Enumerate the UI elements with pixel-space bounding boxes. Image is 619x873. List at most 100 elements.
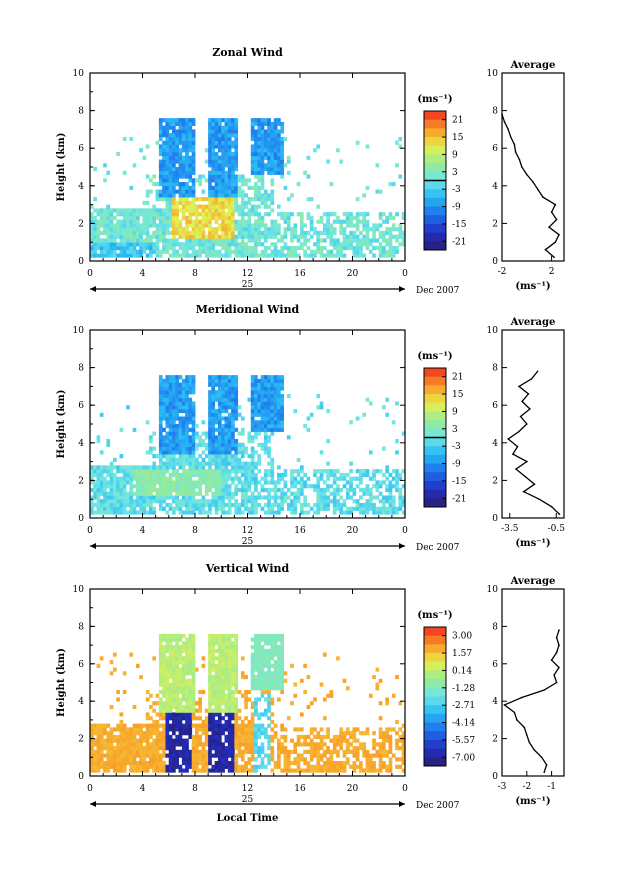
heatmap-cell <box>109 495 114 500</box>
heatmap-cell <box>191 480 196 485</box>
heatmap-cell <box>234 697 239 702</box>
heatmap-cell <box>303 495 307 500</box>
heatmap-cell <box>214 212 219 217</box>
heatmap-cell <box>362 510 367 515</box>
heatmap-cell <box>332 510 337 515</box>
heatmap-cell <box>181 386 186 391</box>
heatmap-cell <box>391 510 396 515</box>
heatmap-cell <box>165 491 170 496</box>
heatmap-cell <box>211 480 216 485</box>
heatmap-cell <box>188 633 193 639</box>
heatmap-cell <box>382 446 386 451</box>
heatmap-cell <box>277 129 281 134</box>
heatmap-cell <box>139 506 143 511</box>
heatmap-cell <box>280 140 284 145</box>
heatmap-cell <box>217 487 222 493</box>
heatmap-cell <box>178 230 183 236</box>
heatmap-cell <box>119 454 124 459</box>
heatmap-cell <box>185 652 189 657</box>
heatmap-cell <box>211 469 216 474</box>
heatmap-cell <box>103 731 107 736</box>
heatmap-cell <box>129 764 134 769</box>
heatmap-cell <box>155 712 160 717</box>
heatmap-cell <box>188 723 193 728</box>
heatmap-cell <box>267 746 271 751</box>
heatmap-cell <box>172 234 176 239</box>
heatmap-cell <box>267 633 271 639</box>
profile-point <box>529 408 531 410</box>
heatmap-cell <box>208 118 212 123</box>
colorbar-segment <box>424 498 446 508</box>
heatmap-cell <box>280 502 284 508</box>
heatmap-cell <box>204 234 209 239</box>
heatmap-cell <box>214 667 219 672</box>
heatmap-cell <box>217 502 222 508</box>
heatmap-cell <box>142 212 147 217</box>
heatmap-cell <box>122 242 127 247</box>
heatmap-cell <box>145 144 150 149</box>
heatmap-cell <box>168 245 173 251</box>
heatmap-cell <box>175 435 179 440</box>
date-axis-arrow-right <box>399 286 405 292</box>
heatmap-cell <box>214 144 219 149</box>
heatmap-cell <box>309 219 314 224</box>
heatmap-cell <box>149 749 153 754</box>
heatmap-cell <box>172 439 176 444</box>
panel-title: Zonal Wind <box>212 46 283 59</box>
heatmap-cell <box>119 761 124 766</box>
heatmap-cell <box>195 734 199 739</box>
heatmap-cell <box>277 121 281 127</box>
heatmap-cell <box>234 719 239 725</box>
heatmap-cell <box>96 245 101 251</box>
x-tick-label: 20 <box>347 526 359 536</box>
heatmap-cell <box>260 378 265 384</box>
heatmap-cell <box>165 249 170 254</box>
heatmap-cell <box>158 386 163 391</box>
heatmap-cell <box>103 208 107 213</box>
heatmap-cell <box>300 480 304 485</box>
heatmap-cell <box>158 682 163 687</box>
heatmap-cell <box>217 472 222 478</box>
heatmap-cell <box>244 182 248 187</box>
heatmap-cell <box>191 416 196 421</box>
heatmap-cell <box>240 212 245 217</box>
heatmap-cell <box>339 253 344 258</box>
heatmap-cell <box>99 761 104 766</box>
heatmap-cell <box>211 731 216 736</box>
heatmap-cell <box>227 178 232 183</box>
heatmap-cell <box>231 405 235 410</box>
heatmap-cell <box>227 148 232 153</box>
heatmap-cell <box>188 253 193 258</box>
heatmap-cell <box>204 491 209 496</box>
heatmap-cell <box>254 390 258 395</box>
heatmap-cell <box>260 689 265 695</box>
heatmap-cell <box>211 697 216 702</box>
heatmap-cell <box>270 230 275 236</box>
heatmap-cell <box>254 212 258 217</box>
heatmap-cell <box>234 118 239 123</box>
heatmap-cell <box>139 238 143 243</box>
heatmap-cell <box>175 689 179 695</box>
profile-point <box>555 218 558 221</box>
heatmap-cell <box>306 245 311 251</box>
heatmap-cell <box>221 431 225 436</box>
heatmap-cell <box>359 469 363 474</box>
heatmap-cell <box>319 245 324 251</box>
heatmap-cell <box>208 393 212 399</box>
heatmap-cell <box>162 234 166 239</box>
heatmap-cell <box>178 753 183 758</box>
heatmap-cell <box>296 457 301 462</box>
heatmap-cell <box>181 749 186 754</box>
heatmap-cell <box>139 472 143 478</box>
heatmap-cell <box>152 746 157 751</box>
heatmap-cell <box>195 484 199 489</box>
heatmap-cell <box>263 121 268 127</box>
heatmap-cell <box>195 506 199 511</box>
heatmap-cell <box>119 480 124 485</box>
heatmap-cell <box>139 491 143 496</box>
heatmap-cell <box>201 234 206 239</box>
heatmap-cell <box>234 439 239 444</box>
heatmap-cell <box>257 408 262 414</box>
heatmap-cell <box>165 208 170 213</box>
heatmap-cell <box>257 193 262 198</box>
